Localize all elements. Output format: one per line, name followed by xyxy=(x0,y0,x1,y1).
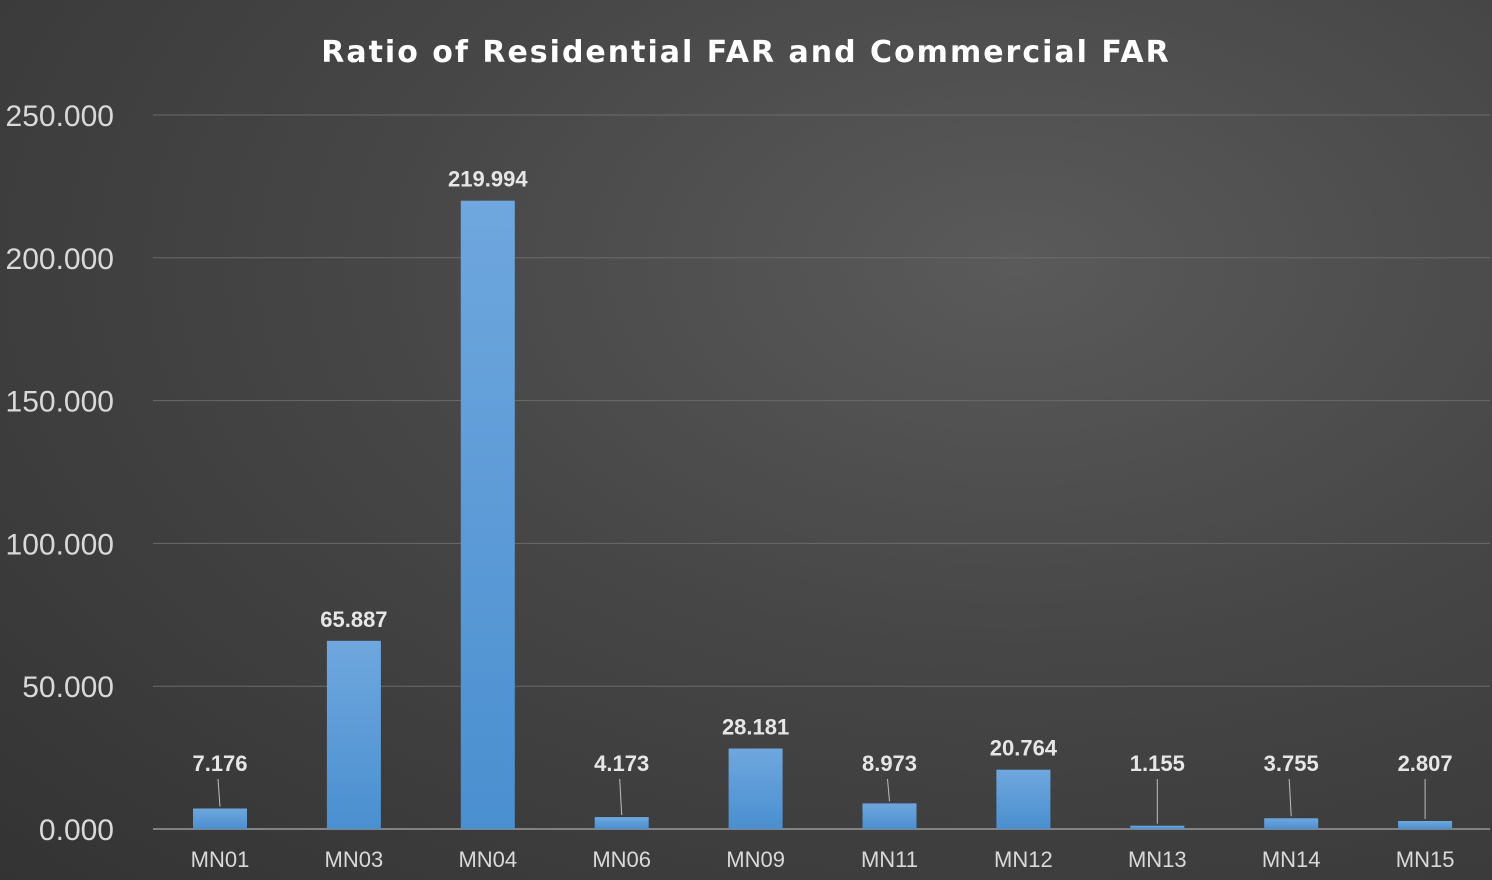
y-axis-ticks: 0.000 50.000 100.000 150.000 200.000 250.000 xyxy=(6,100,114,847)
x-tick-label: MN03 xyxy=(325,847,384,872)
data-label: 65.887 xyxy=(320,607,387,632)
data-label: 1.155 xyxy=(1130,751,1185,776)
bar xyxy=(1264,818,1319,829)
bar xyxy=(594,817,649,829)
y-tick-label: 0.000 xyxy=(39,814,114,847)
data-label: 3.755 xyxy=(1264,751,1319,776)
x-tick-label: MN14 xyxy=(1262,847,1321,872)
x-tick-label: MN04 xyxy=(458,847,517,872)
x-tick-label: MN06 xyxy=(592,847,651,872)
y-tick-label: 250.000 xyxy=(6,100,114,133)
y-tick-label: 150.000 xyxy=(6,386,114,419)
data-label: 8.973 xyxy=(862,751,917,776)
data-label: 28.181 xyxy=(722,715,789,740)
bar xyxy=(862,803,917,829)
x-tick-label: MN01 xyxy=(191,847,250,872)
chart-title: Ratio of Residential FAR and Commercial … xyxy=(321,35,1171,70)
data-label-leader xyxy=(619,778,623,816)
data-label: 4.173 xyxy=(594,751,649,776)
data-label: 219.994 xyxy=(448,167,528,192)
x-tick-label: MN15 xyxy=(1396,847,1455,872)
y-tick-label: 200.000 xyxy=(6,243,114,276)
bar xyxy=(326,640,381,829)
bars xyxy=(193,200,1453,829)
x-tick-label: MN11 xyxy=(861,847,918,872)
data-label-leader xyxy=(887,778,890,802)
y-tick-label: 100.000 xyxy=(6,528,114,561)
bar xyxy=(460,200,515,829)
bar xyxy=(1130,825,1185,829)
bar xyxy=(728,748,783,829)
data-label: 7.176 xyxy=(192,751,247,776)
x-tick-label: MN09 xyxy=(726,847,785,872)
x-axis-ticks: MN01 MN03 MN04 MN06 MN09 MN11 MN12 MN13 MN14 MN15 xyxy=(191,847,1455,872)
bar xyxy=(996,769,1051,829)
x-tick-label: MN13 xyxy=(1128,847,1187,872)
data-labels: 7.176 65.887 219.994 4.173 28.181 8.973 20.764… xyxy=(192,167,1453,824)
data-label: 2.807 xyxy=(1398,751,1453,776)
bar xyxy=(1398,820,1453,829)
data-label-leader xyxy=(1288,778,1292,817)
y-tick-label: 50.000 xyxy=(22,671,114,704)
data-label: 20.764 xyxy=(990,736,1058,761)
bar xyxy=(193,808,247,829)
x-tick-label: MN12 xyxy=(994,847,1053,872)
data-label-leader xyxy=(217,778,221,807)
